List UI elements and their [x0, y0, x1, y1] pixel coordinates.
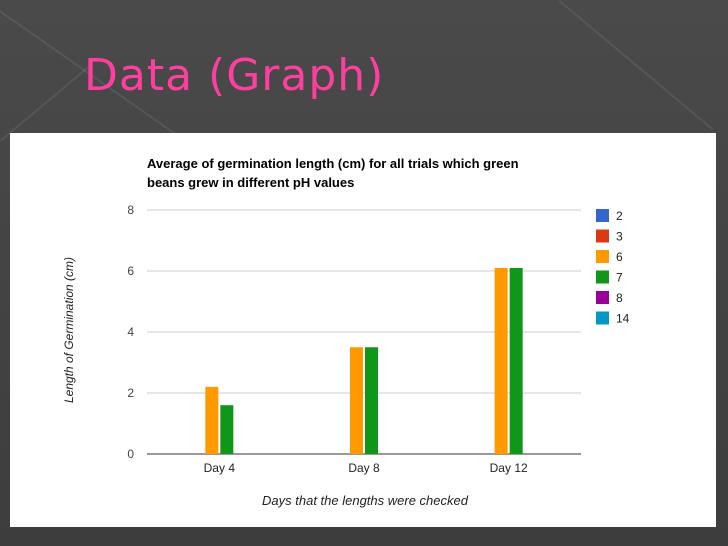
slide-title: Data (Graph) — [84, 50, 385, 101]
legend-swatch — [596, 229, 609, 243]
bar — [350, 347, 363, 454]
y-axis-label: Length of Germination (cm) — [62, 257, 76, 403]
legend-label: 7 — [616, 271, 623, 285]
x-tick-label: Day 4 — [204, 461, 236, 475]
legend: 2 3 6 7 8 14 — [596, 209, 630, 326]
gridlines — [147, 209, 581, 455]
legend-swatch — [596, 291, 609, 304]
x-tick-labels: Day 4 Day 8 Day 12 — [204, 461, 528, 475]
bar — [365, 347, 378, 454]
y-tick-label: 4 — [127, 325, 134, 339]
y-tick-label: 0 — [127, 447, 134, 461]
legend-swatch — [596, 250, 609, 263]
bar — [509, 267, 523, 454]
chart-panel: Average of germination length (cm) for a… — [10, 133, 716, 527]
legend-swatch — [596, 209, 609, 222]
legend-label: 8 — [616, 291, 623, 305]
legend-label: 3 — [616, 230, 623, 244]
bars — [205, 267, 523, 454]
legend-label: 14 — [616, 312, 630, 326]
legend-label: 6 — [616, 250, 623, 264]
x-tick-label: Day 8 — [348, 461, 380, 475]
bar-chart: Average of germination length (cm) for a… — [62, 156, 630, 508]
x-axis-label: Days that the lengths were checked — [262, 493, 469, 508]
chart-title-line-1: Average of germination length (cm) for a… — [147, 156, 519, 171]
y-tick-labels: 0 2 4 6 8 — [127, 203, 134, 461]
background-decoration — [558, 0, 714, 131]
bar — [205, 386, 219, 454]
x-tick-label: Day 12 — [490, 461, 528, 475]
bar — [494, 267, 508, 454]
legend-swatch — [596, 270, 609, 284]
legend-label: 2 — [616, 209, 623, 223]
chart-title-line-2: beans grew in different pH values — [147, 175, 354, 190]
background-decoration — [0, 62, 94, 142]
bar — [220, 405, 234, 454]
y-tick-label: 2 — [127, 386, 134, 400]
y-tick-label: 8 — [127, 203, 134, 217]
y-tick-label: 6 — [127, 264, 134, 278]
legend-swatch — [596, 311, 609, 325]
